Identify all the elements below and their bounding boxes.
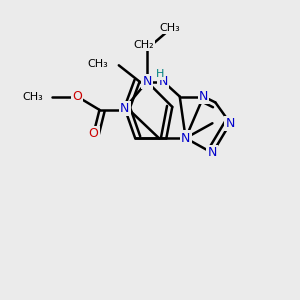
Text: N: N (159, 75, 168, 88)
Text: N: N (120, 102, 129, 115)
Text: H: H (156, 69, 164, 79)
Text: CH₃: CH₃ (88, 59, 108, 69)
Text: N: N (208, 146, 217, 160)
Text: CH₂: CH₂ (134, 40, 154, 50)
Text: N: N (181, 132, 190, 145)
Text: N: N (142, 75, 152, 88)
Text: O: O (88, 127, 98, 140)
Text: N: N (226, 117, 235, 130)
Text: CH₃: CH₃ (22, 92, 43, 101)
Text: CH₃: CH₃ (159, 23, 180, 33)
Text: N: N (199, 90, 208, 103)
Text: O: O (72, 90, 82, 103)
